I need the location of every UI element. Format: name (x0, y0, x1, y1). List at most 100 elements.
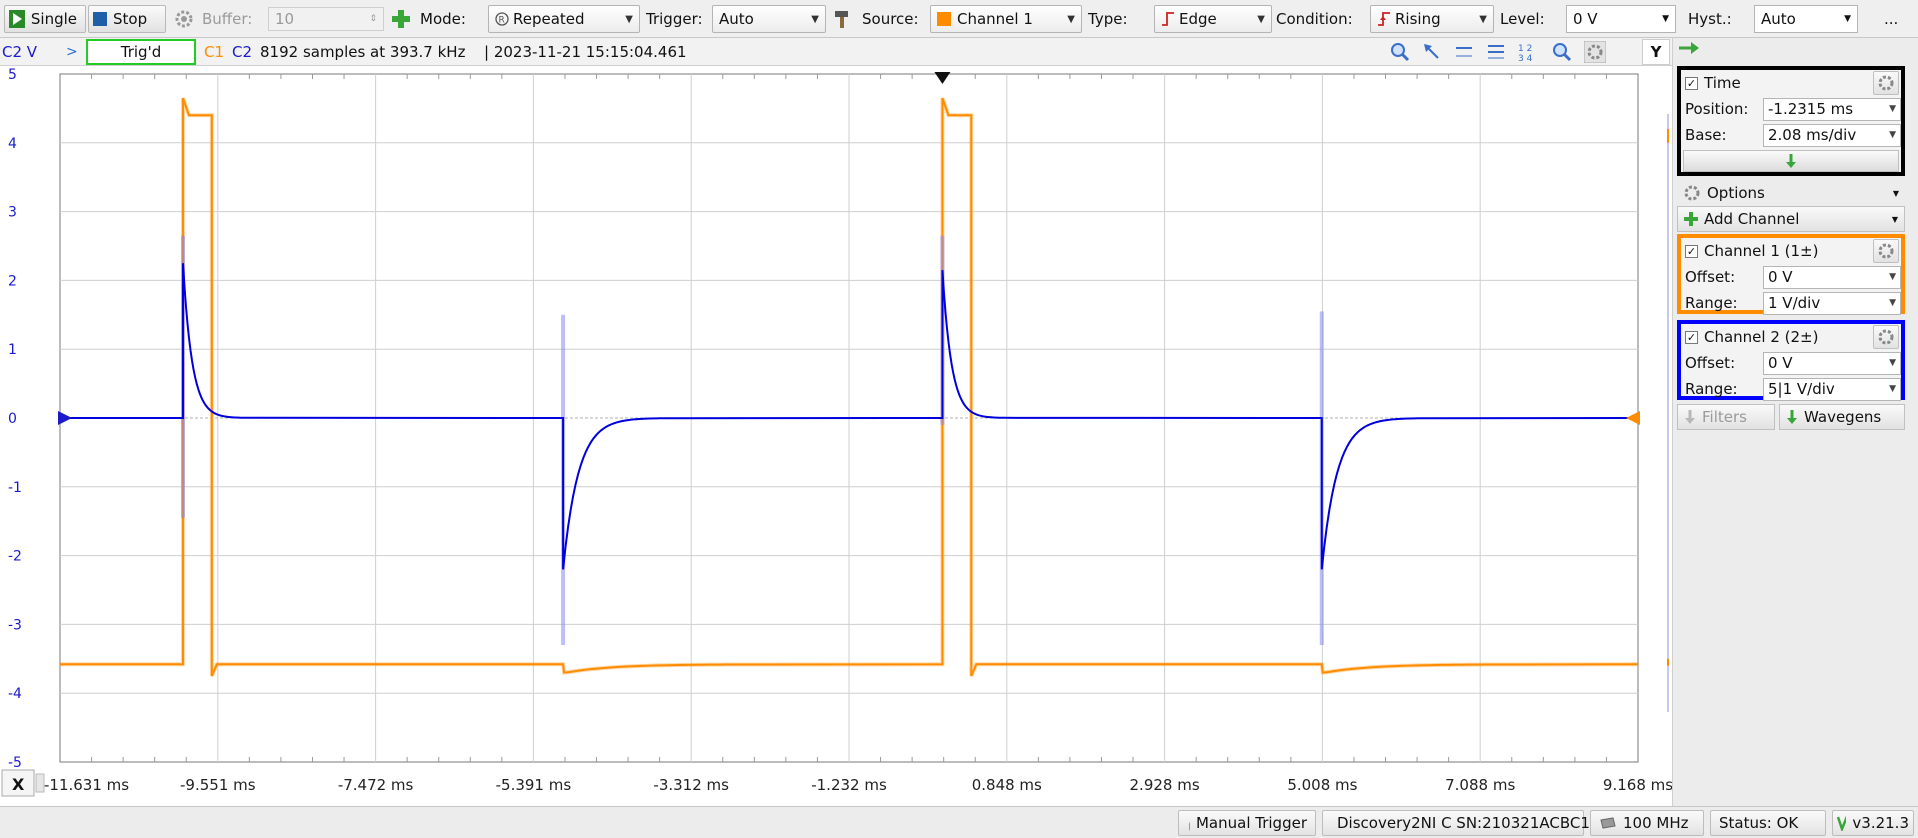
scope-plot[interactable]: 5 4 3 2 1 0 -1 -2 -3 -4 -5 -11.631 ms -9.551 ms -7.4… (0, 66, 1672, 806)
arrow-right-icon[interactable] (1677, 40, 1701, 56)
x-tick-label: -5.391 ms (496, 776, 572, 794)
channel1-offset-input[interactable]: 0 V ▼ (1763, 265, 1901, 289)
channel1-toggle[interactable]: C1 (204, 43, 225, 61)
y-tick-label: -1 (8, 480, 22, 496)
channel2-offset-input[interactable]: 0 V ▼ (1763, 351, 1901, 375)
y-tick-label: 3 (8, 205, 17, 221)
x-axis-box (1, 769, 35, 797)
level-value: 0 V (1573, 10, 1598, 28)
rising-edge-icon (1378, 12, 1390, 26)
y-axis-button[interactable]: Y (1642, 39, 1670, 65)
version-button[interactable]: v3.21.3 (1832, 810, 1914, 836)
channel1-range-row: Range: 1 V/div ▼ (1681, 290, 1901, 316)
level-label: Level: (1500, 10, 1545, 28)
position-value: -1.2315 ms (1768, 100, 1854, 118)
time-title: Time (1704, 74, 1741, 92)
mode-select[interactable]: R Repeated ▼ (488, 5, 640, 33)
chevron-down-icon: ▼ (1891, 214, 1898, 224)
filters-button[interactable]: Filters (1677, 404, 1775, 430)
buffer-settings-button[interactable] (172, 5, 196, 33)
chevron-down-icon: ▼ (1889, 358, 1896, 368)
x-tick-label: -1.232 ms (811, 776, 887, 794)
svg-text:R: R (499, 16, 505, 26)
single-button[interactable]: Single (4, 5, 86, 33)
channel2-offset-marker (58, 411, 72, 425)
scope-chart: 5 4 3 2 1 0 -1 -2 -3 -4 -5 -11.631 ms -9.551 ms -7.4… (1, 67, 1672, 797)
stop-button[interactable]: Stop (88, 5, 166, 33)
channel2-title: Channel 2 (2±) (1704, 328, 1819, 346)
channel2-checkbox[interactable]: ✓ (1685, 330, 1698, 344)
time-checkbox[interactable]: ✓ (1685, 76, 1698, 90)
chevron-down-icon: ▼ (1889, 104, 1896, 114)
repeat-icon: R (495, 12, 509, 26)
channel1-checkbox[interactable]: ✓ (1685, 244, 1698, 258)
type-select[interactable]: Edge ▼ (1154, 5, 1272, 33)
hyst-label: Hyst.: (1688, 10, 1732, 28)
channel1-settings-button[interactable] (1873, 239, 1899, 263)
buffer-input[interactable]: 10 ⇕ (268, 7, 384, 31)
options-button[interactable]: Options ▼ (1677, 180, 1905, 206)
x-tick-label: 2.928 ms (1130, 776, 1200, 794)
channel2-offset-row: Offset: 0 V ▼ (1681, 350, 1901, 376)
cursor-icon[interactable] (1422, 42, 1442, 62)
hyst-input[interactable]: Auto ▼ (1754, 5, 1858, 33)
range-value: 5|1 V/div (1768, 380, 1835, 398)
trigger-value: Auto (719, 10, 754, 28)
channel1-offset-row: Offset: 0 V ▼ (1681, 264, 1901, 290)
condition-select[interactable]: Rising ▼ (1370, 5, 1494, 33)
wavegens-button[interactable]: Wavegens (1779, 404, 1905, 430)
channel2-settings-button[interactable] (1873, 325, 1899, 349)
svg-text:3 4: 3 4 (1518, 54, 1533, 62)
base-value: 2.08 ms/div (1768, 126, 1857, 144)
channel2-range-input[interactable]: 5|1 V/div ▼ (1763, 377, 1901, 401)
plot-settings-icon[interactable] (1584, 41, 1606, 63)
source-label: Source: (862, 10, 919, 28)
version-label: v3.21.3 (1852, 814, 1909, 832)
position-input[interactable]: -1.2315 ms ▼ (1763, 97, 1901, 121)
trigger-hammer-button[interactable] (830, 5, 854, 33)
channel1-color-icon (937, 12, 951, 26)
channel2-trace (60, 235, 1639, 646)
x-tick-label: -3.312 ms (653, 776, 729, 794)
time-settings-button[interactable] (1873, 71, 1899, 95)
zoom-in-icon[interactable] (1552, 42, 1572, 62)
trigger-select[interactable]: Auto ▼ (712, 5, 826, 33)
x-tick-label: 7.088 ms (1445, 776, 1515, 794)
y-tick-label: 5 (8, 67, 17, 83)
y-axis-channel-label[interactable]: C2 V (2, 43, 38, 61)
gear-icon (1878, 243, 1894, 259)
clock-label: 100 MHz (1623, 814, 1689, 832)
gear-icon (1878, 75, 1894, 91)
source-select[interactable]: Channel 1 ▼ (930, 5, 1082, 33)
status-button[interactable]: Status: OK (1710, 810, 1826, 836)
status-bar: Manual Trigger Discovery2NI C SN:210321A… (0, 806, 1918, 838)
add-channel-button[interactable]: Add Channel ▼ (1677, 206, 1905, 232)
clock-button[interactable]: 100 MHz (1590, 810, 1704, 836)
wavegens-label: Wavegens (1804, 408, 1882, 426)
trigger-status-text: Trig'd (120, 43, 162, 61)
level-input[interactable]: 0 V ▼ (1566, 5, 1676, 33)
channel2-toggle[interactable]: C2 (232, 43, 253, 61)
x-tick-label: 0.848 ms (972, 776, 1042, 794)
base-label: Base: (1685, 126, 1727, 144)
measure-icon[interactable]: 1 23 4 (1518, 42, 1540, 62)
base-input[interactable]: 2.08 ms/div ▼ (1763, 123, 1901, 147)
horizontal-cursor-icon[interactable] (1454, 42, 1474, 62)
chevron-right-icon[interactable]: > (66, 44, 78, 60)
zoom-icon[interactable] (1390, 42, 1410, 62)
manual-trigger-button[interactable]: Manual Trigger (1178, 810, 1316, 836)
more-button[interactable]: ... (1884, 10, 1899, 28)
y-tick-label: -3 (8, 617, 22, 633)
time-collapse-button[interactable] (1683, 150, 1899, 172)
add-button[interactable] (388, 5, 414, 33)
x-tick-label: 9.168 ms (1603, 776, 1672, 794)
stop-label: Stop (113, 10, 148, 28)
buffer-label: Buffer: (202, 10, 253, 28)
device-button[interactable]: Discovery2NI C SN:210321ACBC12 (1322, 810, 1599, 836)
spinner-icon: ⇕ (369, 14, 377, 24)
add-channel-label: Add Channel (1704, 210, 1800, 228)
channel1-range-input[interactable]: 1 V/div ▼ (1763, 291, 1901, 315)
vertical-cursor-icon[interactable] (1486, 42, 1506, 62)
y-axis: 5 4 3 2 1 0 -1 -2 -3 -4 -5 (8, 67, 22, 771)
arrow-down-icon (1787, 410, 1797, 424)
